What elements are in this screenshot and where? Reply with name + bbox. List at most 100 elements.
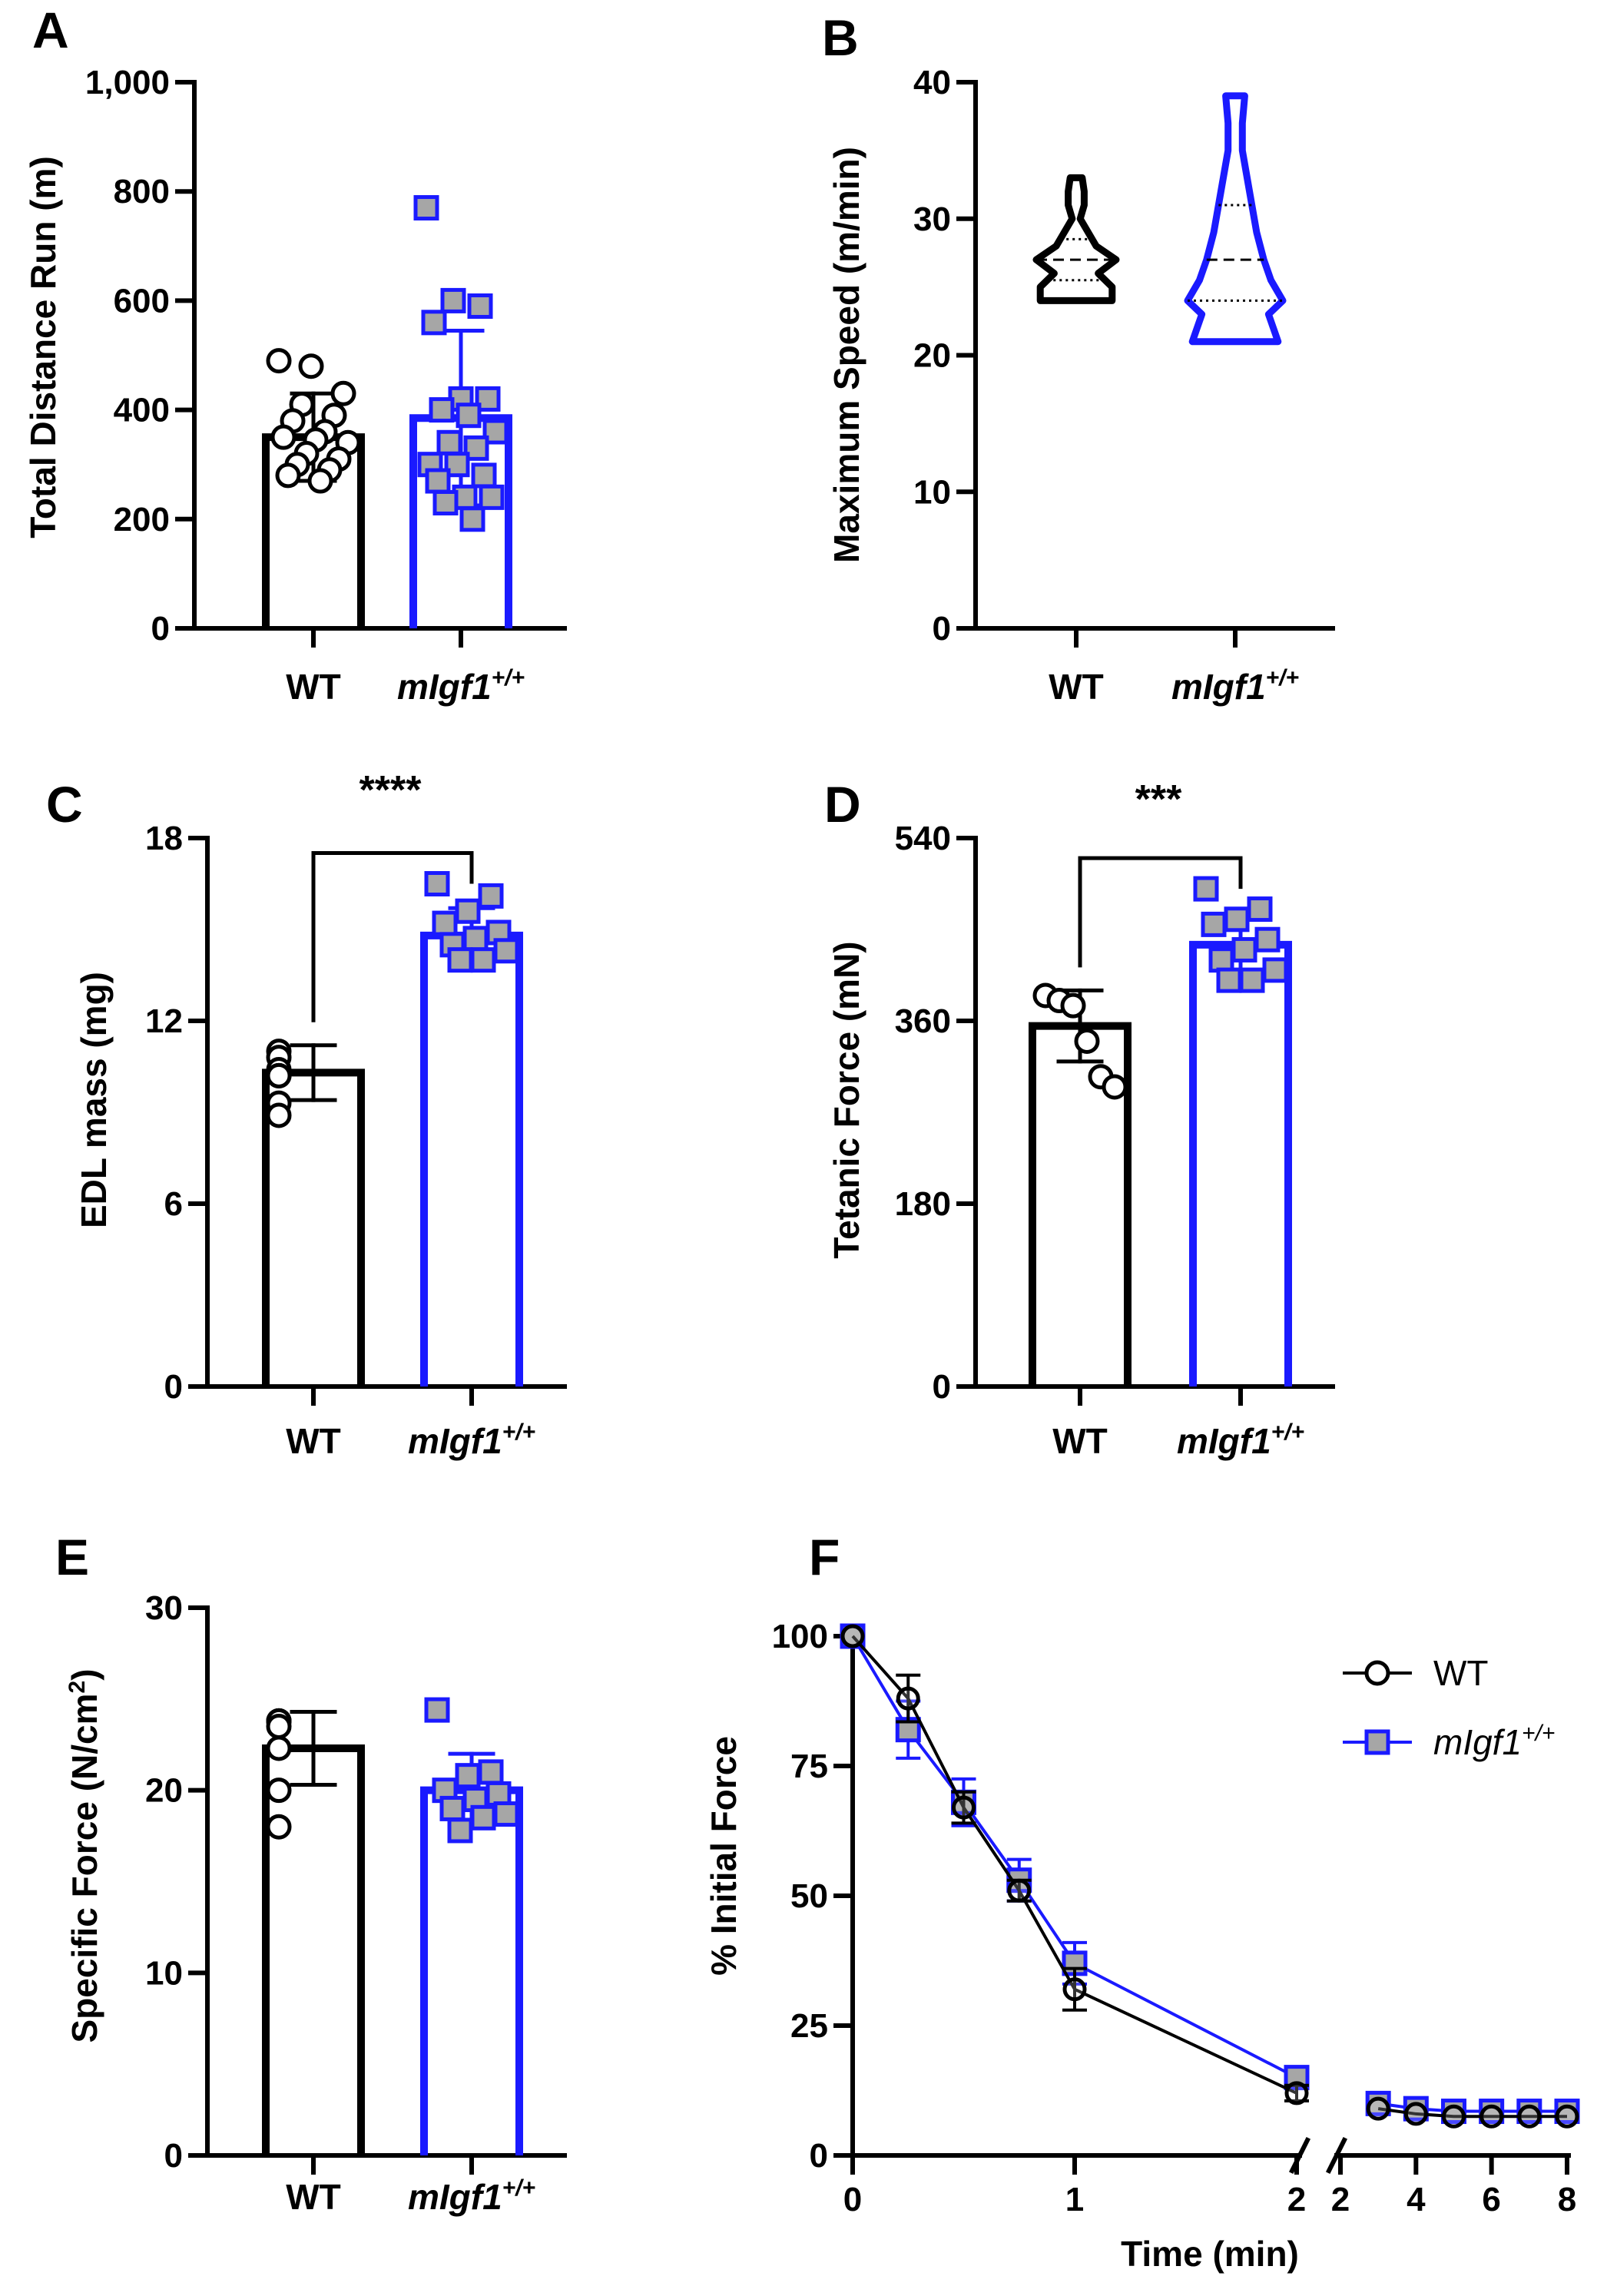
panel-a-ytick-label: 600 — [114, 282, 170, 320]
panel-c-ytick-label: 0 — [164, 1368, 183, 1406]
panel-c-point-migf1 — [447, 947, 473, 973]
legend-migf1-marker — [1364, 1729, 1390, 1755]
panel-f-xtick-label: 0 — [843, 2181, 862, 2218]
panel-c-xlabel-migf1: mIgf1+/+ — [408, 1420, 535, 1461]
panel-c-ytick-label: 18 — [145, 820, 183, 857]
panel-b-ylabel: Maximum Speed (m/min) — [827, 147, 866, 563]
panel-e-point-migf1 — [493, 1801, 519, 1827]
panel-d-xlabel-wt: WT — [1052, 1421, 1108, 1461]
panel-d-point-migf1 — [1254, 926, 1281, 953]
panel-d-ytick-label: 180 — [895, 1185, 951, 1223]
panel-c-point-migf1 — [493, 938, 519, 964]
panel-f-axis-break — [1325, 2136, 1348, 2175]
panel-f-xlabel: Time (min) — [1121, 2234, 1299, 2274]
panel-d-ylabel: Tetanic Force (mN) — [827, 941, 866, 1258]
panel-a-point-migf1 — [413, 195, 439, 221]
panel-c-point-migf1 — [424, 871, 450, 896]
panel-c-bar-migf1 — [420, 931, 523, 1387]
panel-a-point-migf1 — [467, 293, 493, 320]
chart-marks: 02004006008001,0000612180180360540010203… — [85, 64, 1580, 2218]
panel-a-point-wt — [330, 380, 356, 406]
panel-b-ytick-label: 10 — [913, 473, 951, 511]
panel-d-point-migf1 — [1208, 947, 1234, 973]
panel-a-point-migf1 — [425, 468, 451, 494]
panel-e-point-wt — [266, 1735, 292, 1761]
panel-a-ytick-label: 400 — [114, 392, 170, 429]
panel-d-point-wt — [1074, 1028, 1100, 1054]
panel-c-point-migf1 — [478, 883, 504, 909]
panel-f-point-migf1 — [1516, 2099, 1542, 2125]
legend-migf1-label: mIgf1+/+ — [1433, 1721, 1555, 1762]
panel-a-ytick-label: 1,000 — [85, 64, 170, 101]
panel-f-point-wt — [1403, 2102, 1428, 2126]
panel-f-ytick-label: 100 — [772, 1618, 828, 1655]
panel-a-ytick-label: 800 — [114, 173, 170, 210]
panel-c-point-migf1 — [470, 947, 496, 973]
panel-f-line-wt — [1377, 2107, 1567, 2119]
panel-b-xlabel-wt: WT — [1049, 667, 1104, 707]
panel-e-point-migf1 — [470, 1804, 496, 1831]
panel-a-point-migf1 — [440, 287, 466, 313]
panel-d-xlabel-migf1: mIgf1+/+ — [1177, 1420, 1304, 1461]
panel-e-point-migf1 — [455, 1763, 481, 1789]
panel-d-point-wt — [1060, 992, 1086, 1019]
panel-f-point-wt — [1555, 2104, 1579, 2129]
panel-a-point-migf1 — [432, 489, 459, 515]
panel-c-point-migf1 — [462, 926, 489, 952]
panel-f-ylabel: % Initial Force — [704, 1736, 744, 1976]
panel-f-point-wt — [952, 1795, 976, 1820]
panel-f-ytick-label: 50 — [790, 1877, 828, 1915]
panel-b-xlabel-migf1: mIgf1+/+ — [1171, 665, 1299, 707]
panel-e-point-migf1 — [447, 1817, 473, 1844]
panel-f-xtick-label: 1 — [1065, 2181, 1084, 2218]
panel-f-point-wt — [1442, 2104, 1466, 2129]
panel-d-significance: *** — [1135, 777, 1182, 822]
panel-c-ytick-label: 12 — [145, 1002, 183, 1040]
panel-d-significance-bracket — [1078, 856, 1243, 968]
panel-f-point-wt — [1062, 1977, 1087, 2002]
panel-d-bar-migf1 — [1189, 940, 1292, 1387]
panel-e-xlabel-migf1: mIgf1+/+ — [408, 2175, 535, 2217]
panel-f-xtick-label: 8 — [1558, 2181, 1576, 2218]
panel-d-point-migf1 — [1193, 876, 1219, 902]
panel-a-point-migf1 — [479, 484, 505, 510]
panel-f-xtick-label: 2 — [1331, 2181, 1350, 2218]
panel-b-violin-migf1 — [1184, 92, 1287, 346]
panel-f-xtick-label: 4 — [1407, 2181, 1426, 2218]
panel-e-bar-migf1 — [420, 1786, 523, 2155]
panel-e-bar-wt — [262, 1744, 365, 2155]
panel-b-violin-wt — [1032, 174, 1120, 304]
panel-d-point-migf1 — [1224, 906, 1250, 933]
panel-a-point-wt — [298, 353, 324, 379]
panel-c-ylabel: EDL mass (mg) — [74, 972, 114, 1228]
panel-b-ytick-label: 20 — [913, 337, 951, 375]
panel-f-ytick-label: 75 — [790, 1748, 828, 1785]
panel-e-ytick-label: 20 — [145, 1772, 183, 1810]
panel-d-ytick-label: 360 — [895, 1002, 951, 1040]
panel-a-ylabel: Total Distance Run (m) — [23, 156, 63, 538]
panel-f-point-wt — [1479, 2104, 1504, 2129]
panel-d-point-migf1 — [1239, 967, 1265, 993]
panel-a-point-migf1 — [444, 452, 470, 478]
panel-a-point-wt — [266, 348, 292, 374]
panel-c-point-migf1 — [432, 910, 458, 936]
panel-f-legend: WT mIgf1+/+ — [1343, 1653, 1555, 1762]
panel-a-ytick-label: 200 — [114, 501, 170, 538]
panel-f-point-wt — [1517, 2104, 1542, 2129]
panel-letter-f: F — [809, 1529, 840, 1585]
panel-e-point-migf1 — [424, 1697, 450, 1723]
panel-a-point-wt — [307, 468, 333, 494]
panel-c-point-migf1 — [455, 898, 481, 924]
panel-f-xtick-label: 2 — [1287, 2181, 1306, 2218]
panel-d-ytick-label: 540 — [895, 820, 951, 857]
panel-a-point-wt — [275, 462, 301, 489]
panel-d-ytick-label: 0 — [933, 1368, 951, 1406]
panel-a-point-migf1 — [471, 462, 497, 489]
panel-e-point-migf1 — [478, 1759, 504, 1785]
panel-b-ytick-label: 0 — [933, 610, 951, 648]
panel-e-ytick-label: 0 — [164, 2137, 183, 2175]
legend-wt-label: WT — [1433, 1653, 1489, 1693]
panel-d-point-migf1 — [1247, 896, 1273, 923]
panel-a-ytick-label: 0 — [151, 610, 170, 648]
